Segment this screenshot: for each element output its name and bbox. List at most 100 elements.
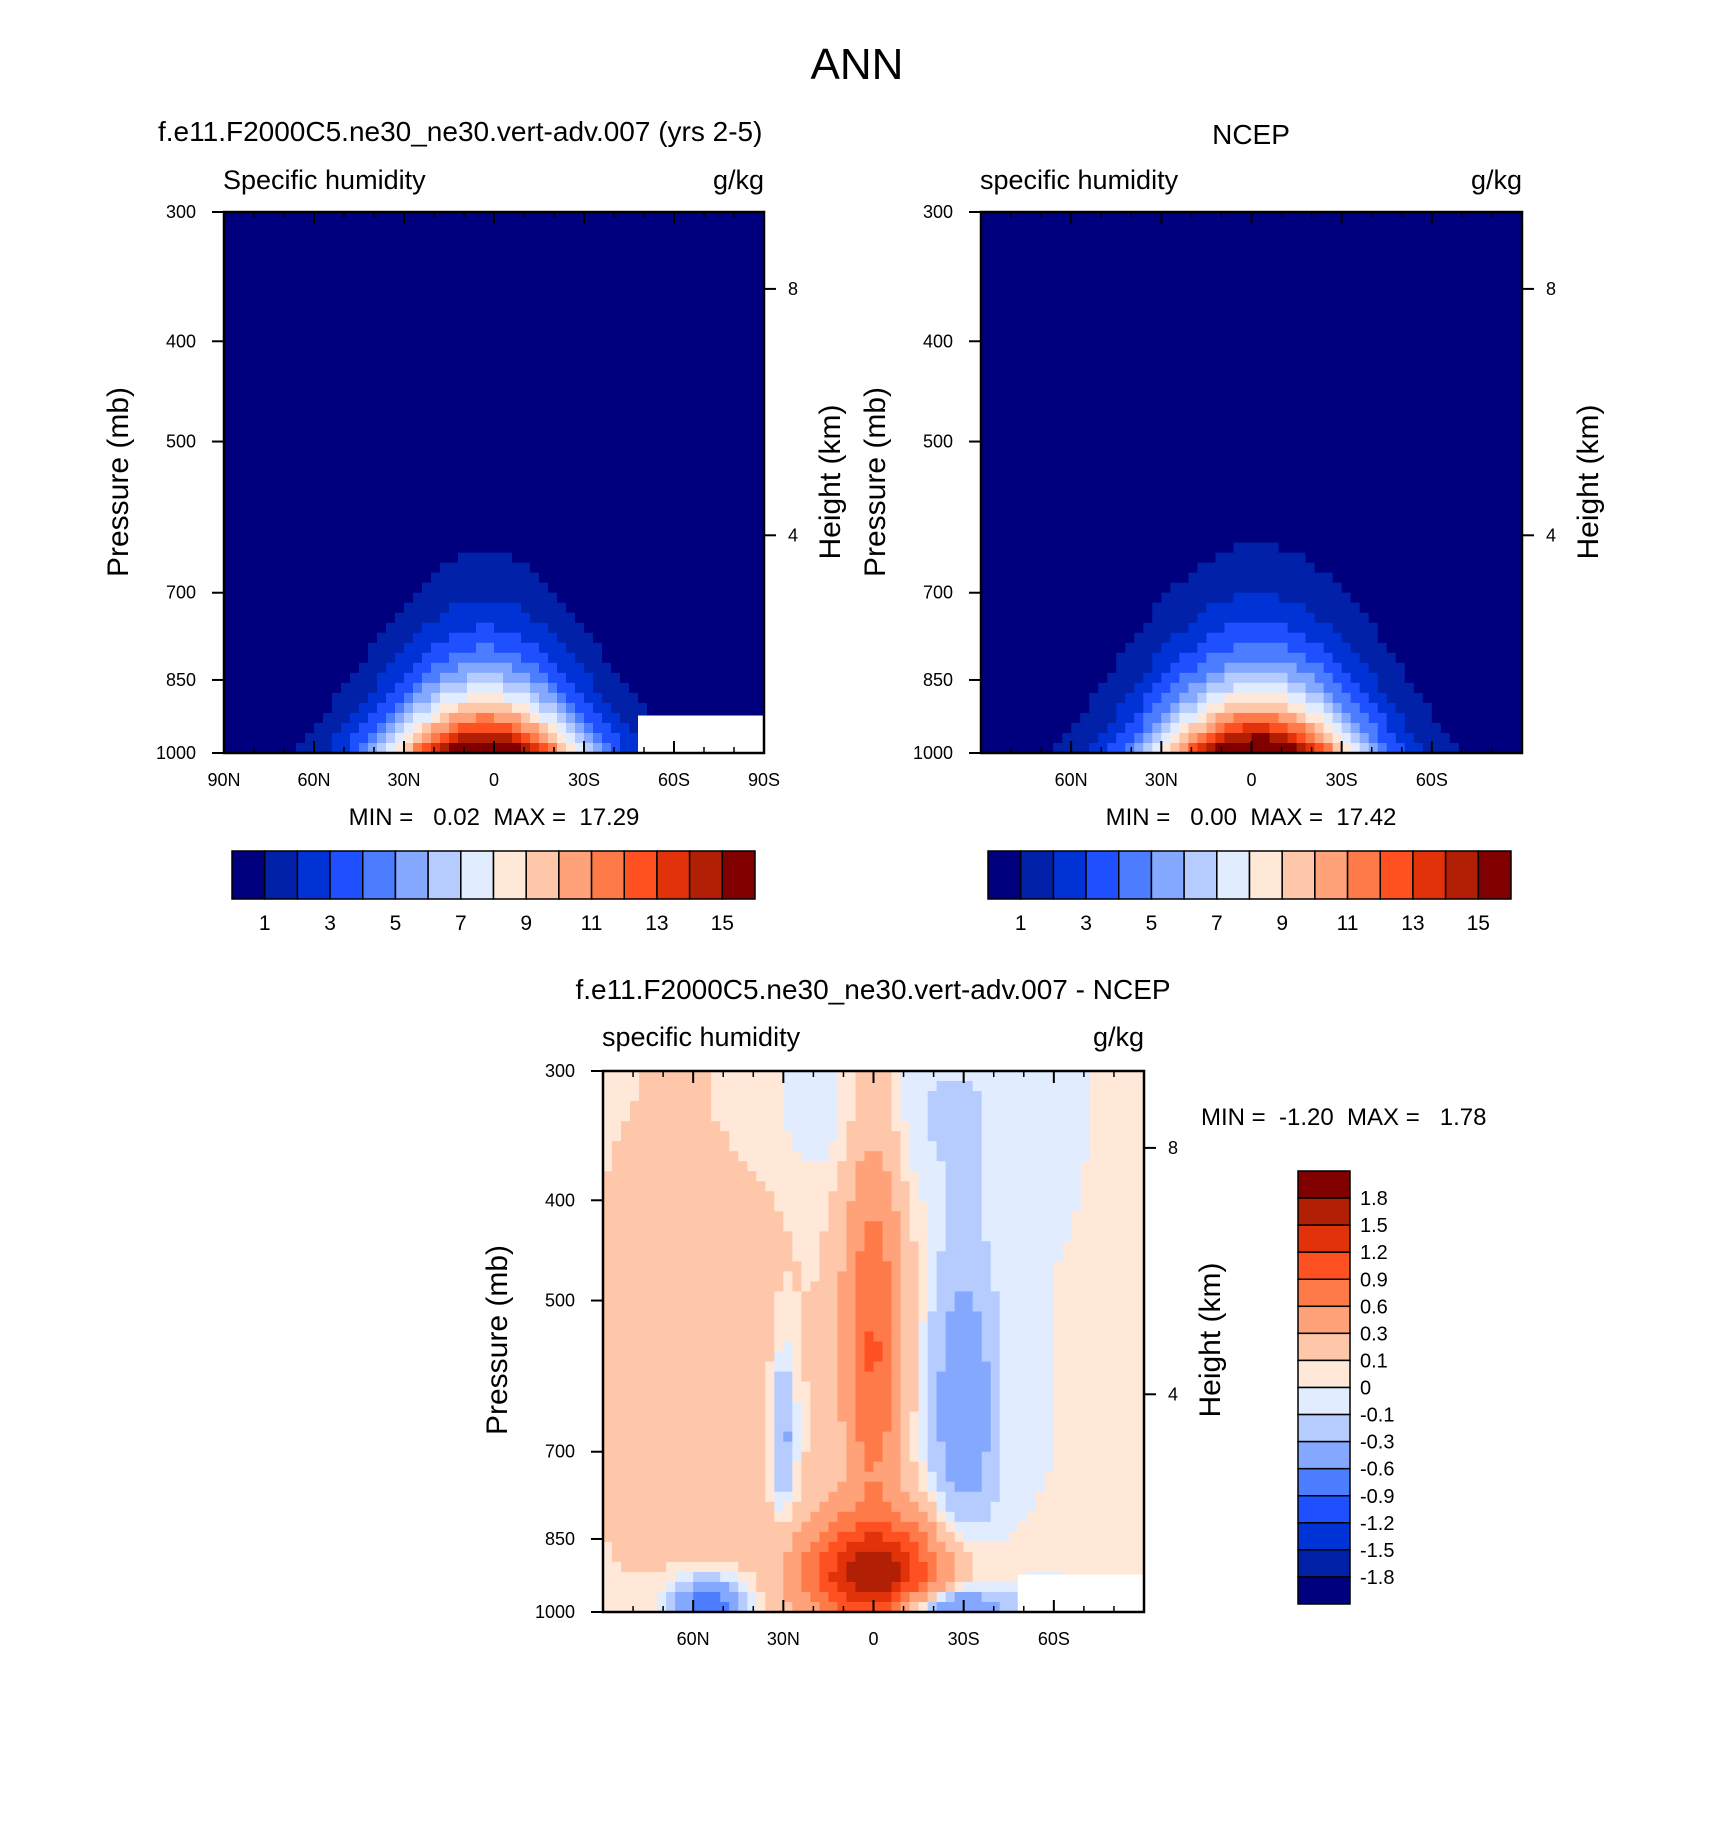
contour-cell — [1134, 722, 1144, 734]
contour-cell — [350, 282, 360, 293]
contour-cell — [1251, 232, 1262, 243]
contour-cell — [503, 342, 513, 353]
contour-cell — [242, 532, 252, 544]
contour-cell — [548, 222, 558, 233]
contour-cell — [737, 252, 747, 263]
contour-cell — [449, 302, 459, 313]
contour-cell — [269, 542, 279, 554]
contour-cell — [692, 702, 702, 714]
contour-cell — [332, 742, 342, 753]
contour-cell — [1026, 282, 1036, 293]
contour-cell — [656, 432, 666, 444]
contour-cell — [755, 642, 764, 654]
contour-cell — [746, 532, 756, 544]
contour-cell — [494, 652, 504, 664]
contour-cell — [386, 492, 396, 504]
contour-cell — [1206, 472, 1217, 484]
contour-cell — [710, 482, 720, 494]
contour-cell — [1197, 552, 1208, 564]
contour-cell — [323, 462, 333, 474]
contour-cell — [990, 722, 1000, 734]
contour-cell — [1071, 402, 1081, 413]
contour-cell — [512, 722, 522, 734]
contour-cell — [674, 542, 684, 554]
contour-cell — [458, 442, 468, 454]
contour-cell — [1035, 562, 1045, 574]
contour-cell — [314, 592, 324, 604]
contour-cell — [647, 292, 657, 303]
contour-cell — [1026, 332, 1036, 343]
contour-cell — [287, 442, 297, 454]
contour-cell — [476, 692, 486, 704]
contour-cell — [341, 522, 351, 534]
contour-cell — [242, 272, 252, 283]
contour-cell — [638, 522, 648, 534]
contour-cell — [1053, 352, 1063, 363]
contour-cell — [1062, 332, 1072, 343]
contour-cell — [287, 412, 297, 423]
contour-cell — [611, 562, 621, 574]
contour-cell — [242, 352, 252, 363]
contour-cell — [683, 542, 693, 554]
contour-cell — [458, 432, 468, 444]
contour-cell — [323, 582, 333, 594]
contour-cell — [990, 362, 1000, 373]
contour-cell — [593, 352, 603, 363]
contour-cell — [1116, 272, 1126, 283]
contour-cell — [278, 552, 288, 564]
contour-cell — [278, 212, 288, 223]
contour-cell — [557, 572, 567, 584]
contour-cell — [665, 232, 675, 243]
contour-cell — [386, 282, 396, 293]
contour-cell — [1206, 512, 1217, 524]
contour-cell — [981, 512, 991, 524]
contour-cell — [620, 622, 630, 634]
contour-cell — [566, 582, 576, 594]
contour-cell — [692, 402, 702, 413]
contour-cell — [287, 242, 297, 253]
colorbar-swatch — [492, 850, 527, 900]
contour-cell — [620, 522, 630, 534]
contour-cell — [476, 592, 486, 604]
contour-cell — [1188, 462, 1198, 474]
contour-cell — [1152, 342, 1162, 353]
contour-cell — [377, 652, 387, 664]
contour-cell — [278, 652, 288, 664]
contour-cell — [1089, 322, 1099, 333]
contour-cell — [665, 212, 675, 223]
contour-cell — [332, 292, 342, 303]
contour-cell — [611, 222, 621, 233]
contour-cell — [476, 492, 486, 504]
contour-cell — [1008, 402, 1018, 413]
contour-cell — [1215, 252, 1226, 263]
contour-cell — [683, 682, 693, 694]
contour-cell — [422, 322, 432, 333]
contour-cell — [359, 542, 369, 554]
contour-cell — [476, 542, 486, 554]
contour-cell — [1188, 732, 1198, 744]
contour-cell — [233, 352, 243, 363]
contour-cell — [341, 502, 351, 514]
contour-cell — [1008, 382, 1018, 393]
contour-cell — [1215, 422, 1226, 434]
contour-cell — [683, 652, 693, 664]
contour-cell — [224, 672, 234, 684]
contour-cell — [242, 432, 252, 444]
contour-cell — [287, 602, 297, 614]
contour-cell — [557, 492, 567, 504]
contour-cell — [242, 242, 252, 253]
contour-cell — [1089, 282, 1099, 293]
contour-cell — [1017, 512, 1027, 524]
contour-cell — [683, 592, 693, 604]
contour-cell — [611, 352, 621, 363]
contour-cell — [755, 412, 764, 423]
contour-cell — [341, 232, 351, 243]
contour-cell — [548, 572, 558, 584]
contour-cell — [422, 252, 432, 263]
contour-cell — [1089, 612, 1099, 624]
contour-cell — [386, 352, 396, 363]
contour-cell — [1215, 532, 1226, 544]
contour-cell — [1062, 612, 1072, 624]
contour-cell — [548, 502, 558, 514]
contour-cell — [323, 472, 333, 484]
